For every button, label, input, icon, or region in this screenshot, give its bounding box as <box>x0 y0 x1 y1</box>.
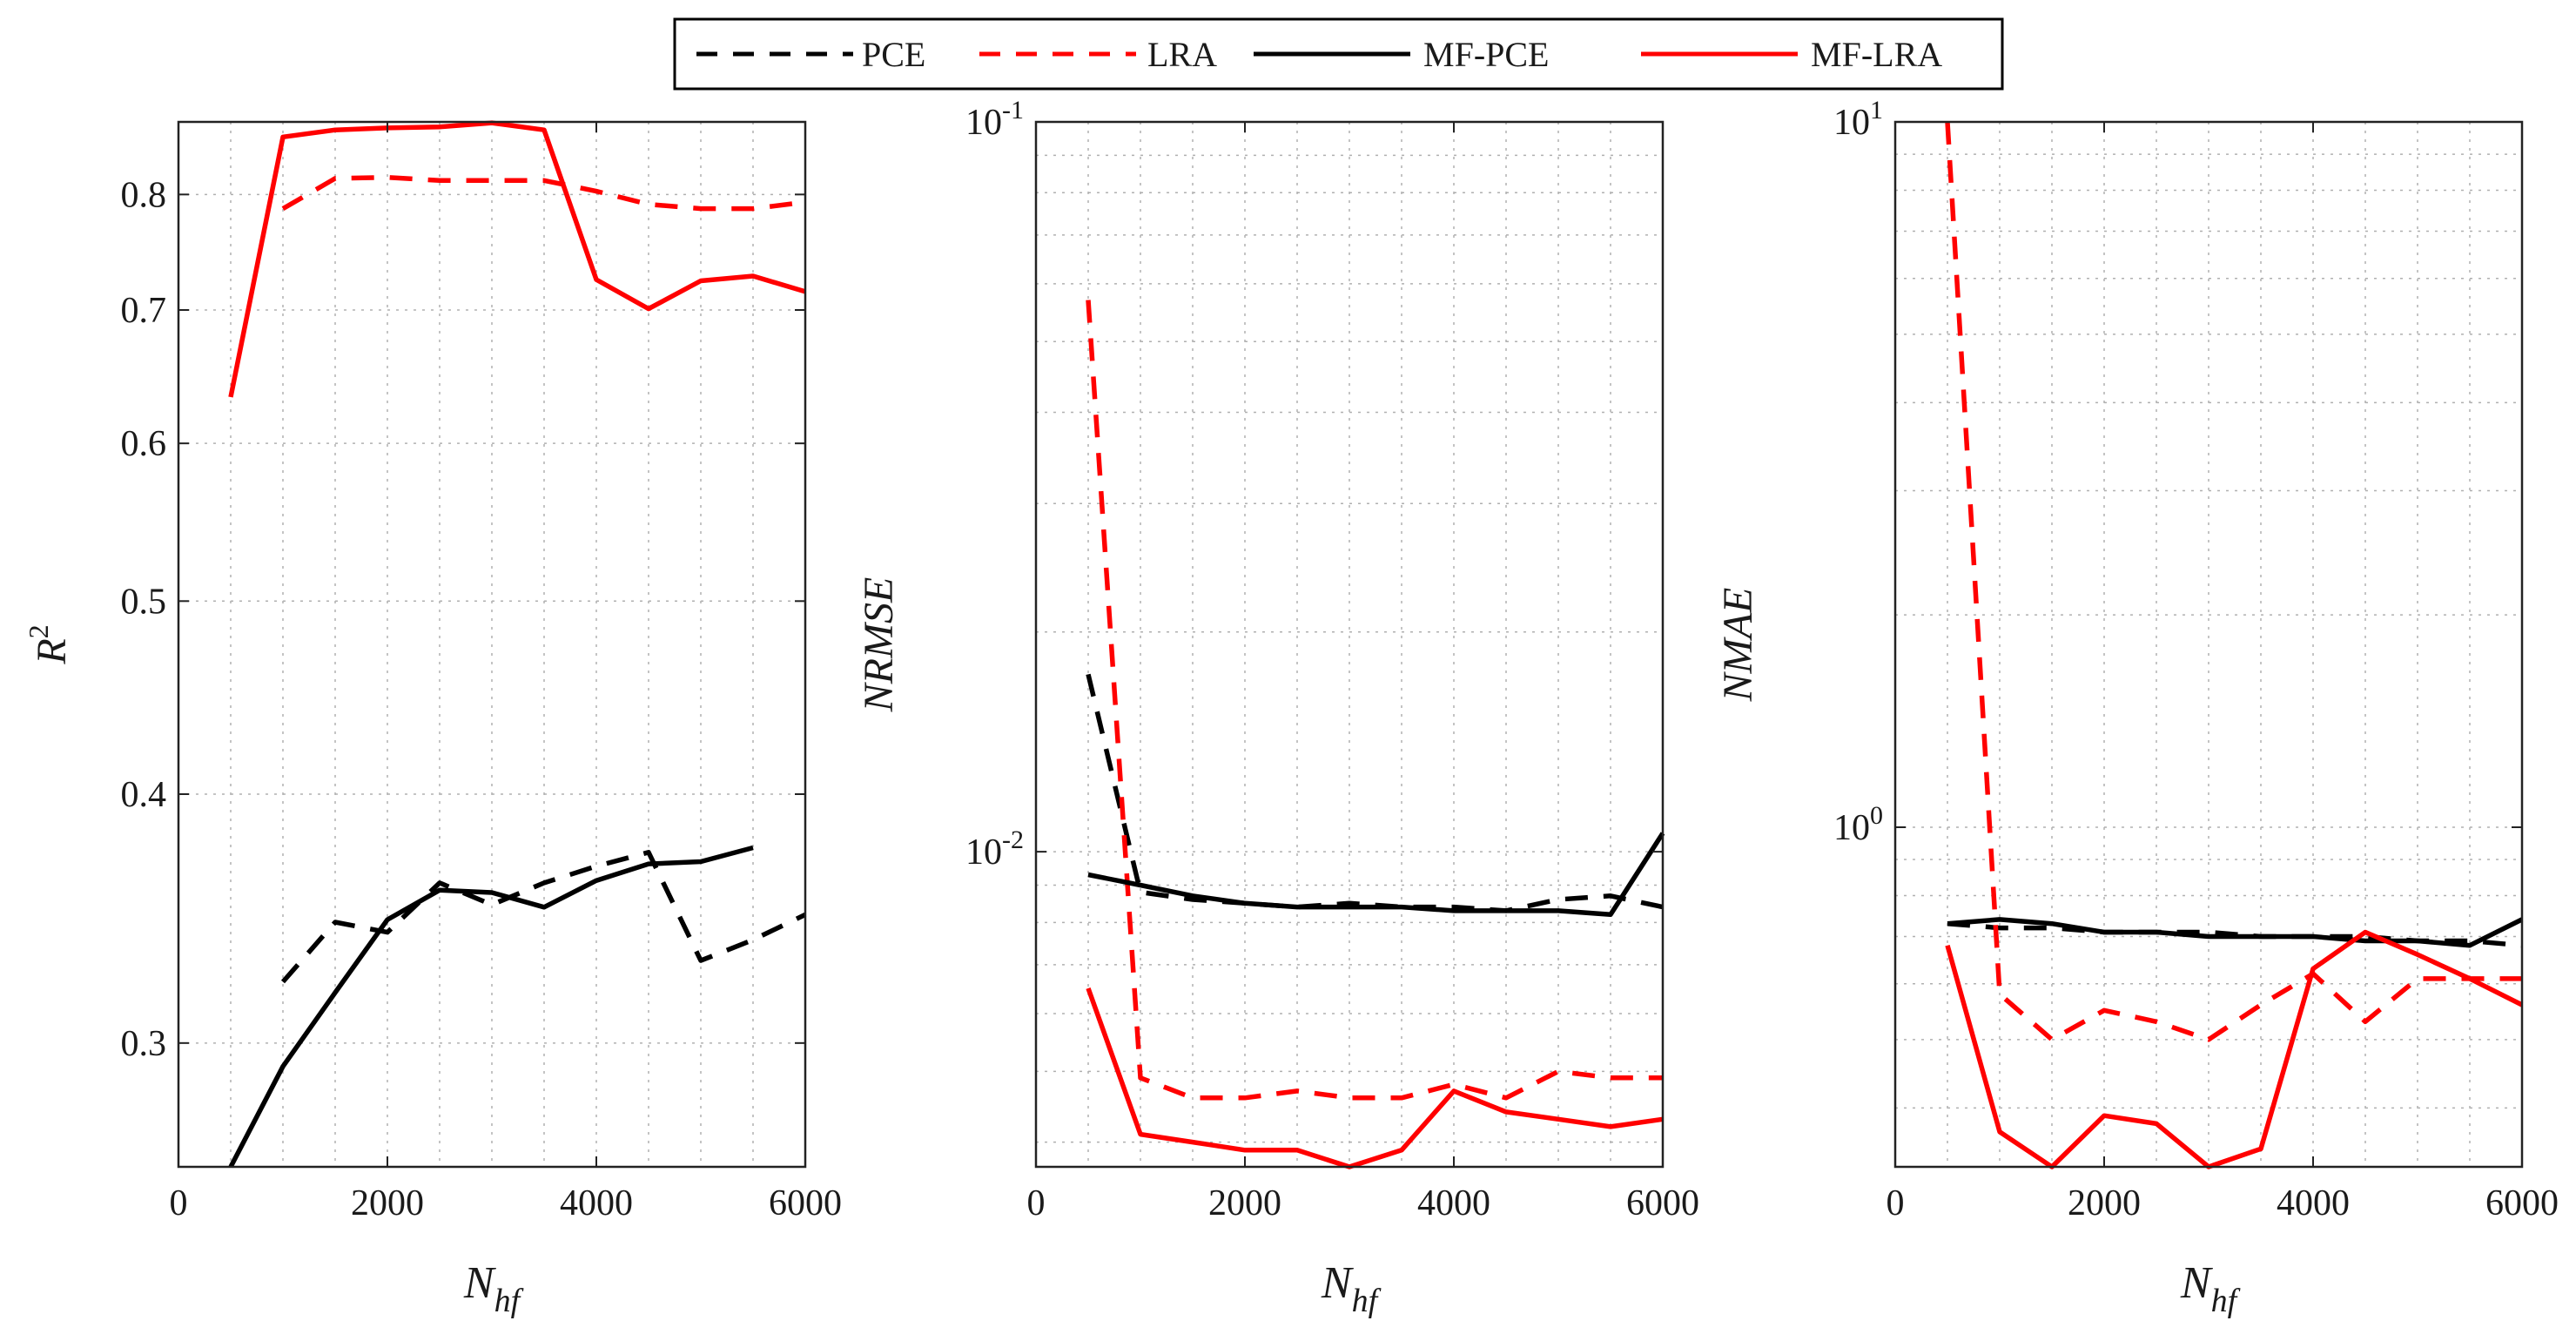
x-tick-label: 0 <box>170 1183 188 1223</box>
plot-frame <box>1034 120 1665 1169</box>
series-line-mf-lra <box>228 120 806 398</box>
x-tick-label: 2000 <box>1208 1183 1281 1223</box>
y-tick-label: 0.7 <box>121 291 167 331</box>
x-axis-label: Nhf <box>2180 1258 2241 1319</box>
series-line-mf-pce <box>1947 917 2524 948</box>
y-tick-label: 0.4 <box>121 775 167 815</box>
plot-frame <box>1893 120 2524 1169</box>
series-group <box>1086 300 1665 1169</box>
y-tick-label: 0.5 <box>121 582 167 622</box>
series-line-lra <box>1086 300 1663 1101</box>
series-line-mf-lra <box>1945 929 2524 1169</box>
x-tick-label: 4000 <box>560 1183 633 1223</box>
series-line-mf-lra <box>1086 987 1664 1169</box>
legend-label-mf-pce: MF-PCE <box>1423 35 1550 74</box>
chart-panels: 0 2000 4000 6000 0.3 0.4 0.5 0.6 0.7 0.8 Nhf R2 0 200… <box>23 96 2559 1319</box>
x-tick-label: 0 <box>1027 1183 1046 1223</box>
y-tick-label: 100 <box>1833 801 1883 848</box>
legend-box: PCE LRA MF-PCE MF-LRA <box>673 17 2004 91</box>
x-tick-label: 2000 <box>2068 1183 2141 1223</box>
series-line-lra <box>1945 121 2522 1042</box>
x-tick-label: 0 <box>1887 1183 1905 1223</box>
y-tick-label: 10-2 <box>965 825 1024 873</box>
legend-label-lra: LRA <box>1147 35 1217 74</box>
x-axis-label: Nhf <box>463 1258 524 1319</box>
legend-label-pce: PCE <box>862 35 925 74</box>
series-line-pce <box>1086 673 1664 913</box>
x-axis-label: Nhf <box>1321 1258 1382 1319</box>
y-tick-label: 0.8 <box>121 175 167 215</box>
x-tick-label: 4000 <box>1417 1183 1490 1223</box>
series-line-pce <box>280 850 807 984</box>
x-tick-label: 6000 <box>769 1183 842 1223</box>
y-tick-label: 0.3 <box>121 1024 167 1064</box>
y-tick-label: 10-1 <box>965 96 1024 143</box>
chart-panel-nmae: 0 2000 4000 6000 100 101 Nhf NMAE <box>1715 96 2559 1319</box>
y-axis-label: NRMSE <box>856 577 902 713</box>
legend-label-mf-lra: MF-LRA <box>1811 35 1942 74</box>
series-line-lra <box>281 174 806 212</box>
x-tick-label: 6000 <box>1626 1183 1699 1223</box>
plot-frame <box>177 120 807 1169</box>
series-group <box>1945 121 2524 1169</box>
y-axis-label: R2 <box>23 624 75 664</box>
x-tick-label: 2000 <box>351 1183 424 1223</box>
chart-panel-r2: 0 2000 4000 6000 0.3 0.4 0.5 0.6 0.7 0.8 Nhf R2 <box>23 120 842 1319</box>
x-tick-label: 4000 <box>2277 1183 2350 1223</box>
chart-panel-nrmse: 0 2000 4000 6000 10-2 10-1 Nhf NRMSE <box>856 96 1699 1319</box>
y-axis-label: NMAE <box>1715 588 1761 703</box>
series-line-mf-pce <box>1087 832 1665 918</box>
series-group <box>228 120 807 1169</box>
series-line-mf-pce <box>228 845 754 1169</box>
y-tick-label: 101 <box>1833 96 1883 143</box>
x-tick-label: 6000 <box>2485 1183 2559 1223</box>
y-tick-label: 0.6 <box>121 424 167 464</box>
